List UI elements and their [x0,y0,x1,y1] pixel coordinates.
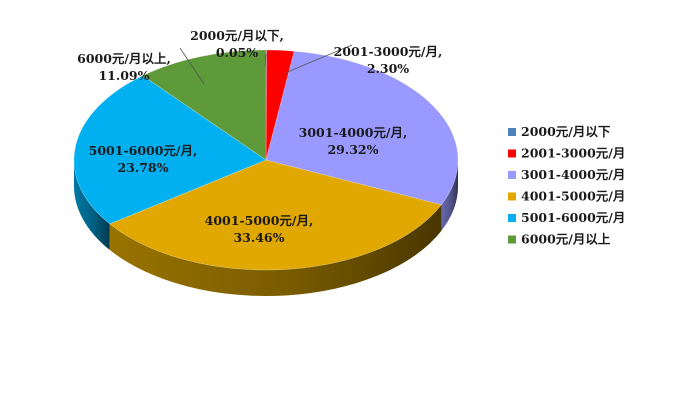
legend-swatch [508,128,516,136]
pie-slice [73,75,267,225]
slice-side-shading [441,160,458,231]
legend-label: 2001-3000元/月 [521,146,625,161]
legend: 2000元/月以下 2001-3000元/月 3001-4000元/月 4001-50… [508,124,625,247]
data-label: 3001-4000元/月, 29.32% [299,125,408,157]
data-label: 4001-5000元/月, 33.46% [205,213,314,245]
leader-line [264,53,267,67]
leader-line [284,44,353,74]
legend-label: 6000元/月以上 [521,232,611,247]
legend-label: 4001-5000元/月 [521,189,625,204]
data-label: 5001-6000元/月, 23.78% [89,143,198,175]
data-label: 2001-3000元/月, 2.30% [334,44,443,76]
legend-swatch [508,235,516,244]
pie-sides [74,160,458,296]
pie-slice [265,49,295,161]
pie-slices [73,49,459,271]
legend-swatch [508,149,516,158]
slice-side-shading [109,204,442,296]
legend-label: 5001-6000元/月 [521,210,625,225]
pie-slice [109,159,442,271]
legend-label: 2000元/月以下 [521,124,611,139]
pie-slice [265,49,267,161]
pie-slice [265,50,459,206]
leader-line [179,47,205,85]
legend-label: 3001-4000元/月 [521,167,625,182]
legend-swatch [508,214,516,222]
pie-slice [142,49,267,161]
data-label: 6000元/月以上, 11.09% [77,51,171,83]
legend-swatch [508,192,516,201]
leader-lines [179,44,353,85]
legend-swatch [508,171,516,179]
data-label: 2000元/月以下, 0.05% [190,28,284,60]
slice-side-shading [74,160,110,250]
data-labels: 2000元/月以下, 0.05% 2001-3000元/月, 2.30% 3001-40… [77,28,442,245]
